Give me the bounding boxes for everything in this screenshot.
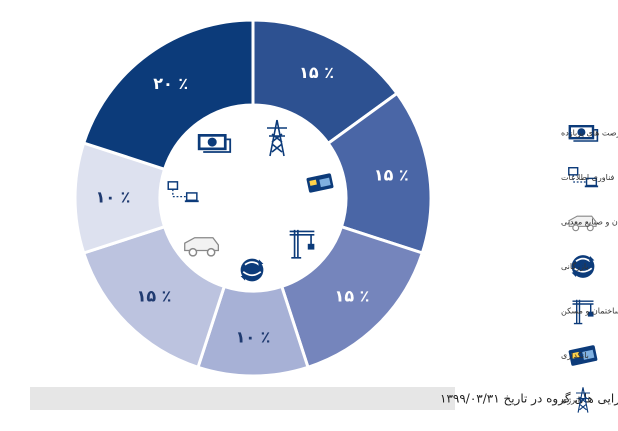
segment-label: ٪ ۲۰: [153, 74, 188, 93]
icon-mining: [183, 236, 220, 257]
donut-segment: [326, 91, 433, 255]
donut-segment: [81, 18, 255, 172]
icon-construction: [288, 228, 316, 259]
segment-label: ٪ ۱۵: [335, 286, 370, 305]
legend-label: بانکداری: [561, 351, 589, 360]
icon-energy: [266, 119, 288, 157]
donut-segment: [81, 224, 227, 370]
icon-banking: [306, 173, 334, 193]
legend-label: انرژی: [561, 396, 580, 405]
chart-title: پیش بینی سهم ارزش دارایی های گروه در تار…: [440, 392, 618, 407]
donut: ٪ ۱۵ ٪ ۱۵ ٪ ۱۵ ٪ ۱۰ ٪ ۱۵ ٪ ۱۰ ٪ ۲۰: [73, 18, 433, 378]
icon-commerce: [239, 257, 265, 283]
icon-capital: [196, 133, 232, 153]
center-icons: [167, 119, 334, 283]
title-box: [30, 387, 455, 410]
legend: انرژی بانکداری ساختمان و مسکن بازرگانی معادن…: [561, 123, 618, 414]
segment-label: ٪ ۱۰: [96, 188, 131, 207]
legend-label: معادن و صنایع معدنی: [561, 218, 618, 227]
segment-label: ٪ ۱۵: [299, 63, 334, 82]
legend-label: ساختمان و مسکن: [561, 307, 618, 316]
segment-label: ٪ ۱۵: [374, 166, 409, 185]
icon-it: [167, 181, 200, 203]
legend-label: فناوری اطلاعات: [561, 173, 614, 182]
segment-label: ٪ ۱۵: [137, 286, 172, 305]
legend-label: بازار سرمایه و سایر فرصت های پربازده: [561, 129, 618, 138]
legend-label: بازرگانی: [561, 261, 589, 271]
donut-segment: [279, 224, 425, 370]
segment-label: ٪ ۱۰: [236, 328, 271, 347]
donut-segment: [251, 18, 400, 146]
